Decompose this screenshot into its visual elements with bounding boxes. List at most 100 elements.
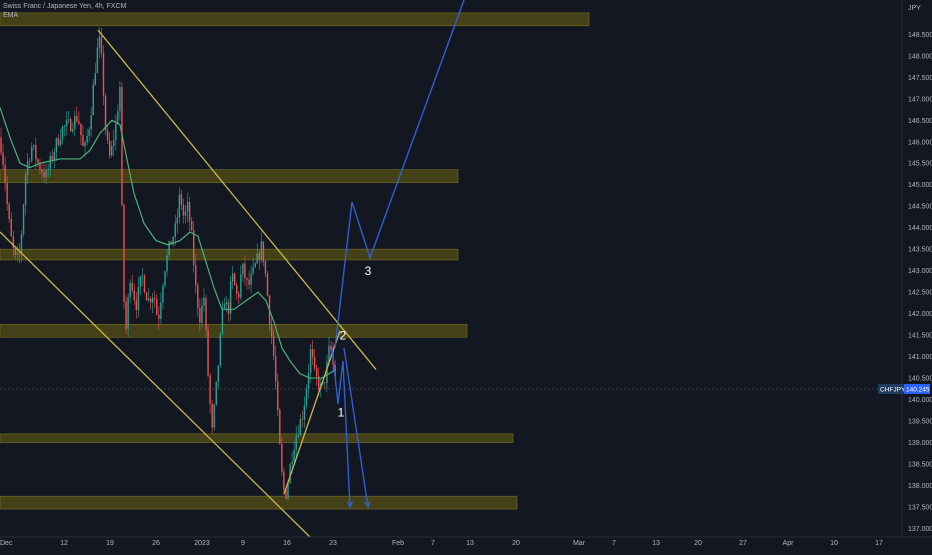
- candle-body: [67, 119, 70, 121]
- candle-body: [231, 273, 234, 282]
- time-tick-label: Feb: [392, 540, 404, 547]
- price-tick-label: 145.000: [908, 182, 932, 189]
- candle-body: [295, 435, 297, 450]
- price-tick-label: 142.500: [908, 290, 932, 297]
- price-tag-value-text: 140.245: [906, 387, 930, 394]
- candle-body: [209, 375, 211, 404]
- trendlines-layer: [0, 29, 377, 538]
- candle-body: [80, 123, 82, 136]
- time-tick-label: Mar: [573, 540, 586, 547]
- annotations-layer: 1 2 3: [338, 264, 372, 420]
- candle-body: [149, 298, 152, 303]
- candle-body: [318, 376, 320, 390]
- price-tick-label: 143.500: [908, 247, 932, 254]
- zones-layer: [0, 12, 590, 510]
- candle-body: [147, 298, 150, 301]
- projections-layer: [331, 0, 465, 509]
- candle-body: [195, 264, 197, 286]
- price-tick-label: 139.000: [908, 440, 932, 447]
- candle-body: [90, 114, 92, 130]
- candle-body: [303, 405, 306, 420]
- candle-body: [307, 373, 310, 390]
- symbol-title[interactable]: Swiss Franc / Japanese Yen, 4h, FXCM: [3, 3, 127, 10]
- price-axis-unit: JPY: [908, 5, 921, 12]
- candle-body: [168, 241, 170, 256]
- candle-body: [84, 142, 86, 147]
- candle-body: [301, 418, 304, 420]
- candle-body: [82, 135, 84, 147]
- price-tick-label: 140.000: [908, 397, 932, 404]
- candle-body: [137, 286, 140, 310]
- candle-body: [43, 172, 45, 178]
- candle-body: [326, 361, 328, 384]
- price-tag-symbol: [878, 384, 904, 395]
- candle-body: [240, 274, 242, 298]
- time-tick-label: 20: [512, 540, 520, 547]
- candle-body: [10, 219, 12, 237]
- price-tick-label: 137.000: [908, 526, 932, 533]
- candle-body: [207, 329, 209, 376]
- candle-body: [252, 266, 254, 274]
- candle-body: [324, 382, 326, 384]
- candle-body: [275, 356, 277, 382]
- candle-body: [246, 278, 248, 280]
- time-tick-label: 19: [106, 540, 114, 547]
- candle-body: [270, 324, 273, 337]
- candle-body: [260, 241, 263, 260]
- price-tick-label: 144.000: [908, 225, 932, 232]
- candle-body: [76, 115, 78, 122]
- candle-body: [121, 86, 123, 205]
- candle-body: [123, 204, 125, 302]
- candle-body: [0, 137, 2, 153]
- time-tick-label: Dec: [0, 540, 13, 547]
- price-tick-label: 146.000: [908, 139, 932, 146]
- price-tick-label: 147.000: [908, 96, 932, 103]
- candle-body: [266, 273, 269, 296]
- candle-body: [188, 201, 191, 221]
- candle-body: [193, 230, 195, 265]
- candle-body: [289, 464, 291, 484]
- trendline: [97, 29, 377, 370]
- candle-body: [250, 273, 252, 285]
- candle-body: [24, 174, 27, 206]
- candle-body: [328, 345, 330, 362]
- candle-body: [115, 123, 117, 141]
- chart-header: Swiss Franc / Japanese Yen, 4h, FXCM EMA: [3, 2, 126, 20]
- candle-body: [170, 241, 172, 245]
- price-tick-label: 147.500: [908, 75, 932, 82]
- candle-body: [244, 263, 246, 279]
- candle-body: [119, 86, 121, 112]
- candle-body: [74, 115, 76, 130]
- price-tick-label: 142.000: [908, 311, 932, 318]
- candle-body: [221, 308, 224, 334]
- candle-body: [229, 281, 232, 314]
- wave-label: 2: [340, 328, 347, 342]
- candle-body: [33, 145, 35, 147]
- wave-label: 1: [338, 406, 345, 420]
- candle-body: [37, 159, 39, 163]
- candle-body: [113, 140, 115, 146]
- candle-body: [86, 135, 88, 143]
- candle-body: [154, 297, 156, 299]
- candle-body: [180, 194, 183, 205]
- candle-body: [108, 140, 111, 156]
- candle-body: [201, 305, 203, 323]
- candle-body: [22, 205, 25, 234]
- candle-body: [156, 298, 158, 315]
- candle-body: [94, 73, 96, 85]
- candle-body: [164, 271, 166, 286]
- candle-body: [305, 389, 308, 406]
- candle-body: [131, 282, 133, 291]
- time-tick-label: 13: [652, 540, 660, 547]
- indicator-label[interactable]: EMA: [3, 12, 19, 19]
- time-tick-label: 16: [283, 540, 291, 547]
- time-tick-label: 2023: [194, 540, 210, 547]
- candles-layer: [0, 27, 336, 501]
- price-tick-label: 139.500: [908, 419, 932, 426]
- candle-body: [92, 84, 94, 115]
- candle-body: [57, 138, 60, 145]
- candle-body: [41, 169, 43, 173]
